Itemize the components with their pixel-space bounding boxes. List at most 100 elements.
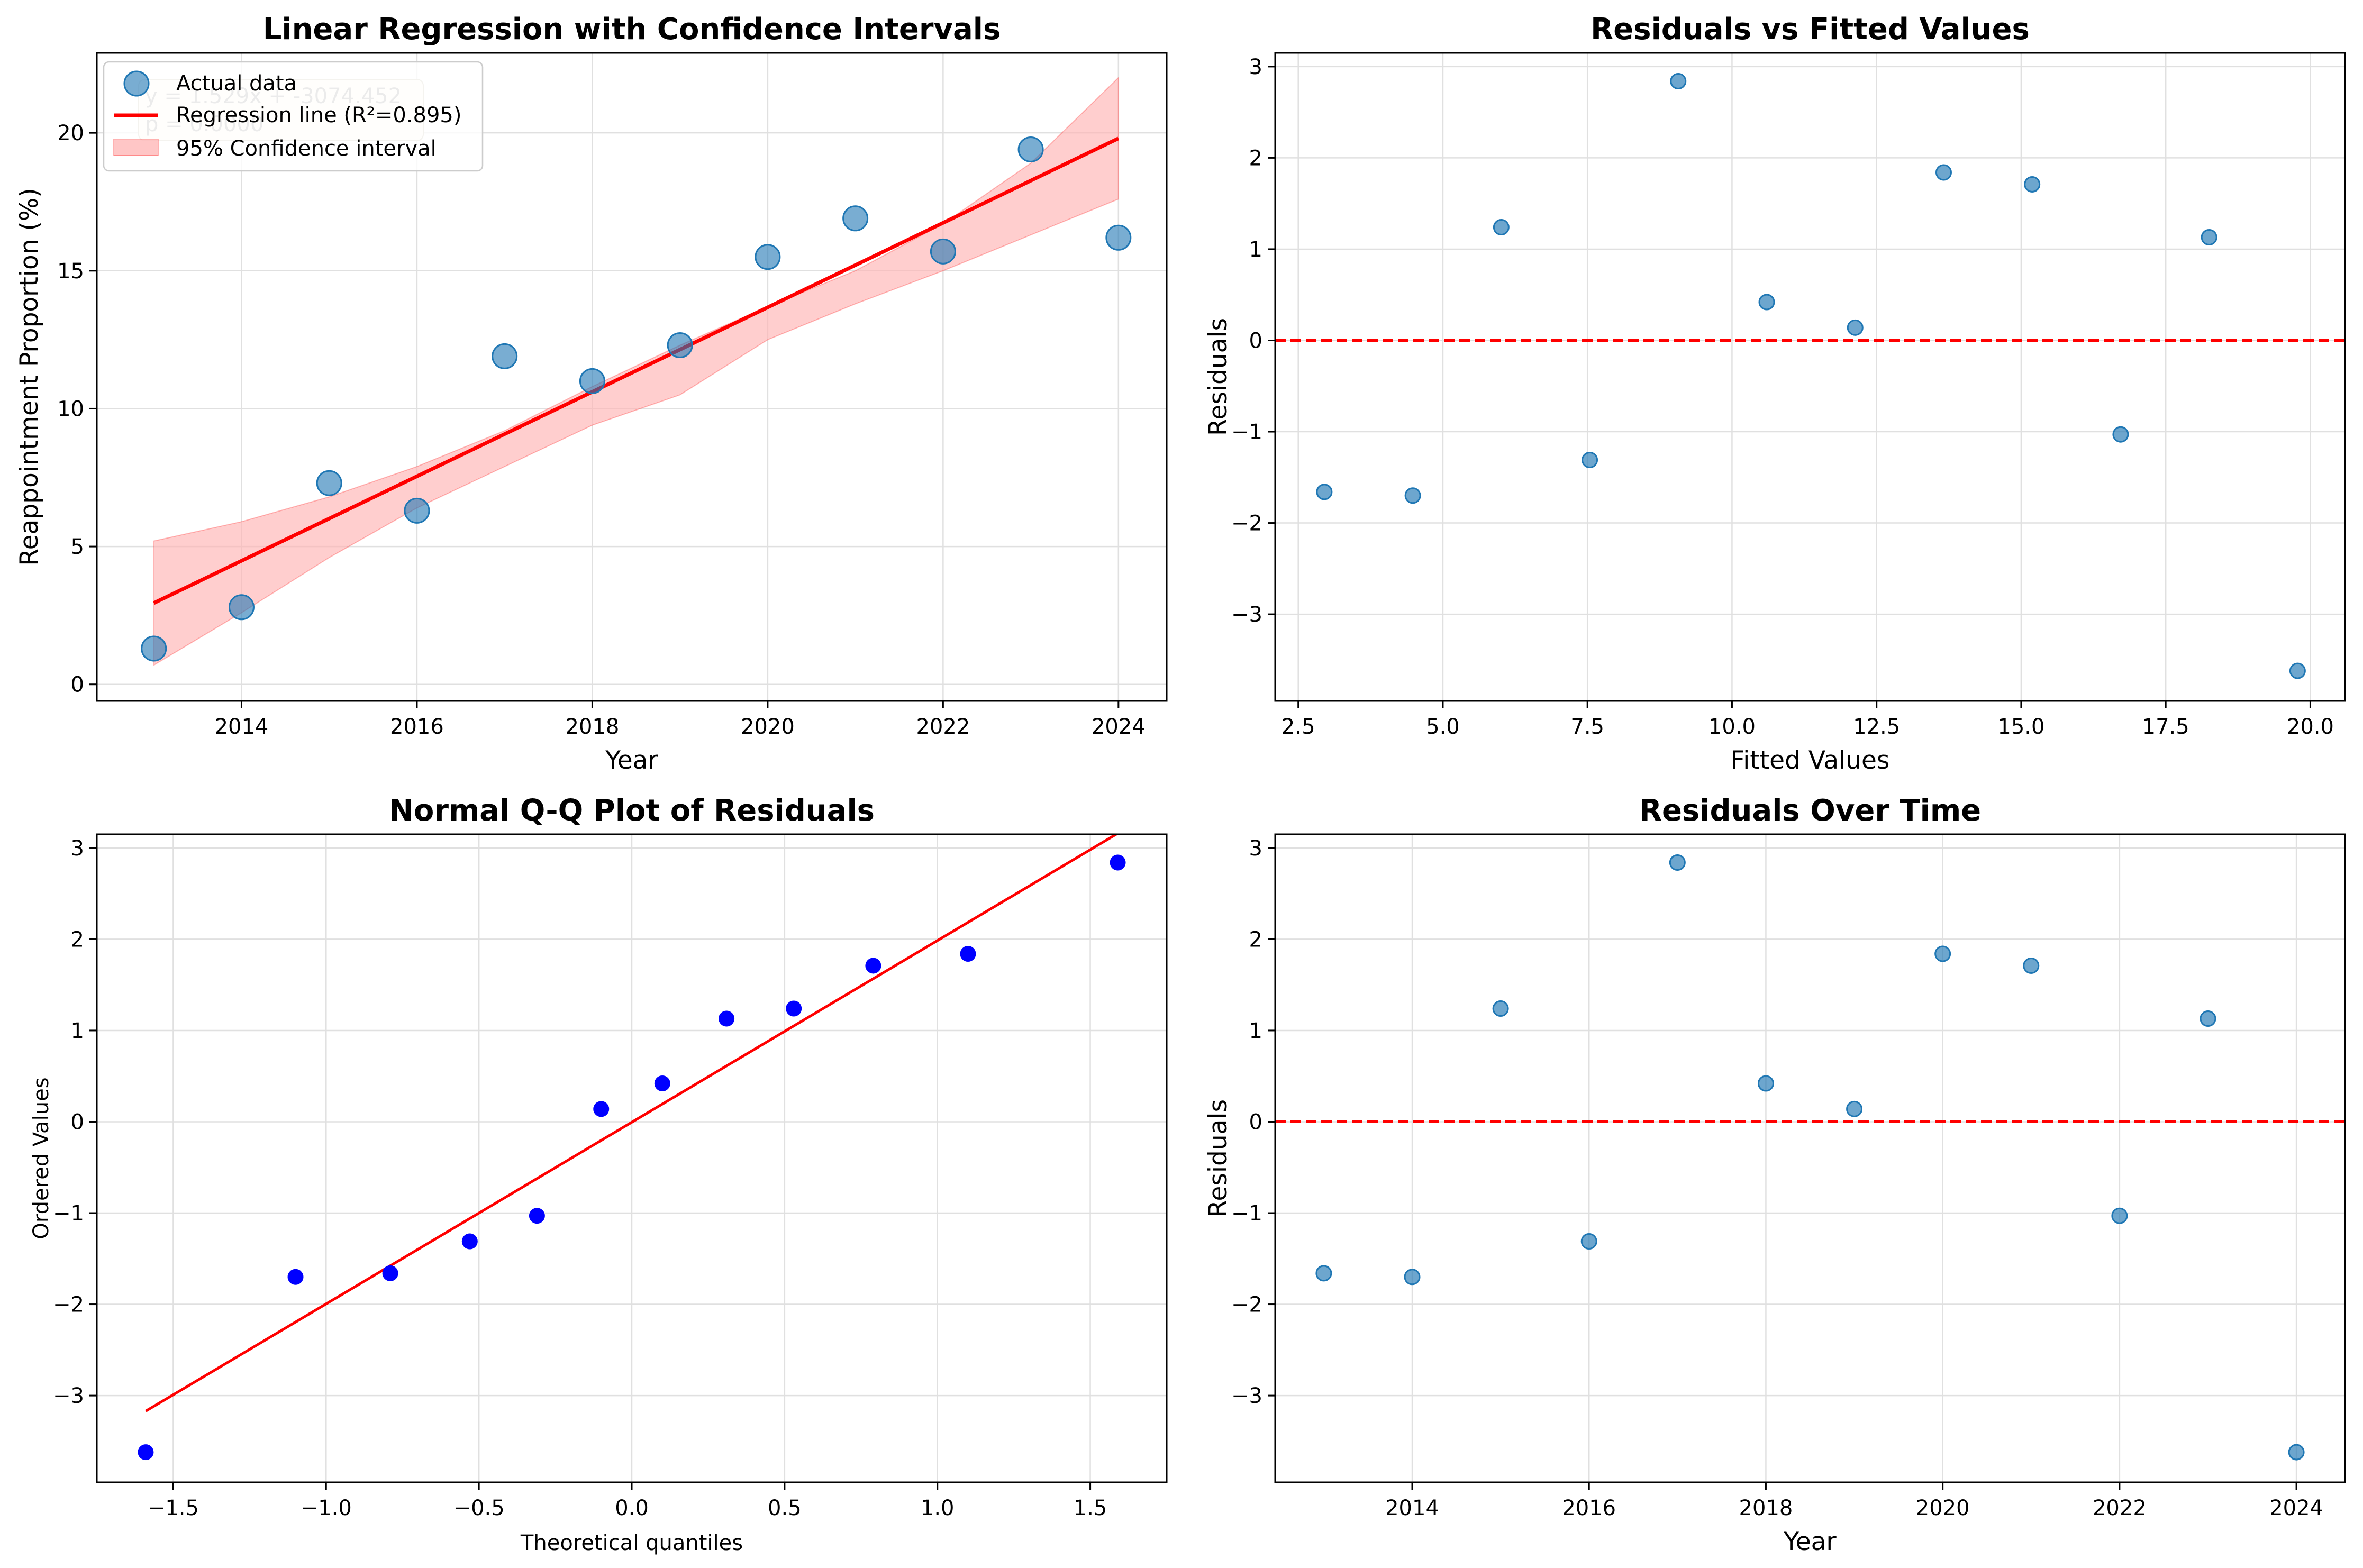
residual-point <box>1316 484 1333 500</box>
qq-point <box>654 1075 670 1092</box>
y-tick-label: 1 <box>71 1019 84 1043</box>
ticks: 2.5 5.0 7.5 10.0 12.5 15.0 17.5 20.0 −3 −2 −1 0 1 2 3 <box>1231 55 2334 739</box>
y-axis-label: Residuals <box>1204 318 1233 436</box>
data-point <box>404 497 430 524</box>
qq-point <box>865 958 881 974</box>
residual-point <box>1758 294 1775 311</box>
residual-point <box>2288 1444 2305 1461</box>
qq-point <box>529 1208 545 1224</box>
residual-point <box>1670 72 1687 89</box>
residual-point <box>1847 319 1864 336</box>
y-tick-label: −2 <box>1231 1293 1262 1317</box>
residual-point <box>1582 452 1598 469</box>
x-axis-label: Theoretical quantiles <box>520 1531 743 1555</box>
y-tick-label: 2 <box>1249 146 1262 170</box>
y-tick-label: −3 <box>1231 603 1262 627</box>
ticks: −1.5 −1.0 −0.5 0.0 0.5 1.0 1.5 −3 −2 −1 0 1 2 3 <box>53 836 1107 1520</box>
x-tick-label: −1.0 <box>301 1496 352 1520</box>
y-tick-label: 1 <box>1249 1019 1262 1043</box>
qq-point <box>382 1265 398 1281</box>
residual-point <box>2024 176 2041 193</box>
legend-label-ci: 95% Confidence interval <box>176 136 437 161</box>
y-tick-label: −3 <box>1231 1384 1262 1408</box>
plot-area <box>138 834 1126 1461</box>
residual-point <box>1580 1233 1597 1250</box>
x-tick-label: 1.5 <box>1074 1496 1107 1520</box>
x-tick-label: 2020 <box>741 715 795 739</box>
data-point <box>316 470 342 496</box>
residual-point <box>1404 487 1421 504</box>
panel-qq: −1.5 −1.0 −0.5 0.0 0.5 1.0 1.5 −3 −2 −1 0 1 2 3 Normal… <box>29 794 1168 1555</box>
data-point <box>228 594 255 621</box>
x-tick-label: 2014 <box>1385 1496 1439 1520</box>
residual-point <box>2111 1207 2128 1224</box>
x-tick-label: 2016 <box>390 715 444 739</box>
qq-point <box>719 1010 735 1027</box>
x-tick-label: 20.0 <box>2287 715 2334 739</box>
x-tick-label: 15.0 <box>1997 715 2044 739</box>
data-point <box>667 332 693 359</box>
x-tick-label: −0.5 <box>453 1496 505 1520</box>
y-tick-label: 20 <box>57 121 84 145</box>
x-tick-label: 2022 <box>916 715 970 739</box>
y-tick-label: −1 <box>53 1201 84 1226</box>
chart-title: Residuals vs Fitted Values <box>1591 12 2030 47</box>
residual-point <box>1846 1100 1863 1117</box>
y-tick-label: 0 <box>71 1110 84 1134</box>
residual-point <box>2201 229 2217 246</box>
y-axis-label: Residuals <box>1204 1099 1233 1217</box>
y-tick-label: 15 <box>57 259 84 284</box>
y-tick-label: 5 <box>71 535 84 559</box>
qq-point <box>461 1233 478 1250</box>
gridlines <box>1275 834 2345 1482</box>
residual-point <box>2200 1010 2216 1027</box>
y-axis-label: Ordered Values <box>29 1077 53 1239</box>
qq-point <box>1110 854 1126 871</box>
qq-point <box>786 1000 802 1017</box>
y-tick-label: −1 <box>1231 1201 1262 1226</box>
residual-point <box>1315 1265 1332 1282</box>
ticks: 2014 2016 2018 2020 2022 2024 0 5 10 15 20 <box>57 121 1146 739</box>
y-tick-label: 3 <box>71 836 84 861</box>
chart-title: Residuals Over Time <box>1639 794 1981 828</box>
data-point <box>1017 136 1044 162</box>
qq-point <box>287 1269 304 1285</box>
ticks: 2014 2016 2018 2020 2022 2024 −3 −2 −1 0 1 2 3 <box>1231 836 2323 1520</box>
data-point <box>579 368 605 394</box>
plot-area <box>141 76 1132 666</box>
data-point <box>755 244 781 270</box>
x-tick-label: −1.5 <box>148 1496 199 1520</box>
plot-area <box>1275 854 2345 1461</box>
residual-point <box>1492 1000 1509 1017</box>
panel-residuals-time: 2014 2016 2018 2020 2022 2024 −3 −2 −1 0 1 2 3 Residu… <box>1204 794 2346 1556</box>
x-tick-label: 2018 <box>566 715 620 739</box>
x-tick-label: 2022 <box>2093 1496 2147 1520</box>
plot-area <box>1275 72 2345 679</box>
x-axis-label: Year <box>605 746 658 775</box>
x-tick-label: 0.0 <box>615 1496 649 1520</box>
y-tick-label: −2 <box>53 1293 84 1317</box>
legend-label-regression: Regression line (R²=0.895) <box>176 103 461 127</box>
legend-box <box>103 61 484 172</box>
residual-point <box>1669 854 1686 871</box>
axes-frame <box>96 52 1168 702</box>
regression-line <box>153 136 1120 605</box>
x-tick-label: 2024 <box>1092 715 1146 739</box>
residual-point <box>1757 1075 1774 1092</box>
residual-point <box>2289 662 2306 679</box>
legend-label-actual: Actual data <box>176 71 297 96</box>
y-tick-label: 3 <box>1249 55 1262 79</box>
qq-point <box>138 1444 154 1461</box>
x-tick-label: 10.0 <box>1708 715 1756 739</box>
axes-frame <box>1274 52 2346 702</box>
y-tick-label: 3 <box>1249 836 1262 861</box>
y-tick-label: −3 <box>53 1384 84 1408</box>
x-axis-label: Year <box>1783 1527 1837 1556</box>
x-tick-label: 2.5 <box>1282 715 1315 739</box>
y-tick-label: 0 <box>1249 329 1262 353</box>
panel-regression: 2014 2016 2018 2020 2022 2024 0 5 10 15 20 Linear R… <box>15 12 1168 775</box>
axes-frame <box>1274 833 2346 1483</box>
x-tick-label: 2016 <box>1562 1496 1616 1520</box>
y-axis-label: Reappointment Proportion (%) <box>15 188 44 566</box>
